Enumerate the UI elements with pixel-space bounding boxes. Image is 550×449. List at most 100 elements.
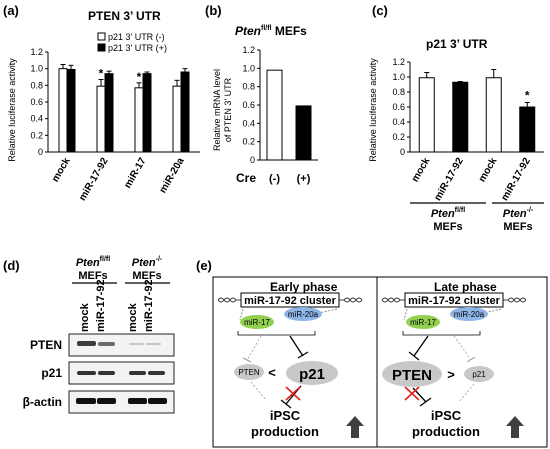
- early-pten-node: [234, 364, 264, 380]
- early-block-ipsc-bar: [280, 399, 292, 409]
- blot-lane-2: miR-17-92: [95, 279, 107, 332]
- chart-b-bar: [295, 105, 312, 161]
- chart-a-y-tick-label: 0: [38, 147, 43, 157]
- chart-a-bar: [142, 73, 152, 153]
- late-block-ipsc-bar: [419, 397, 432, 407]
- chart-c-group2-label: Pten-/-: [503, 207, 534, 220]
- blot-strip-p21: [68, 361, 175, 385]
- early-p21-node: [286, 361, 338, 385]
- chart-a-y-tick-label: 0.8: [30, 80, 43, 90]
- chart-a-bar: [96, 85, 106, 153]
- late-mir17-bubble: [406, 315, 440, 329]
- chart-c-x-tick-label: miR-17-92: [499, 156, 533, 203]
- panel-a-label: (a): [3, 3, 19, 18]
- chart-a-ylabel: Relative luciferase activity: [7, 58, 17, 162]
- late-ipsc-line2: production: [412, 424, 480, 439]
- chart-b-x-tick-label: (+): [297, 173, 311, 185]
- late-weak-inhibit-p21: [453, 335, 472, 361]
- chart-a-y-tick-label: 1.2: [30, 47, 43, 57]
- panel-d-label: (d): [3, 258, 20, 273]
- chart-b-plot: 0 0.2 0.4 0.6 0.8 1.0 1.2 (-) (+): [242, 45, 318, 185]
- chart-c-x-tick-label: mock: [477, 156, 500, 185]
- panel-e-label: (e): [196, 258, 212, 273]
- early-dna-strand: [217, 297, 363, 303]
- chart-a-bar: [66, 69, 76, 153]
- late-cluster-box: [404, 292, 504, 308]
- chart-c-group1-suffix: MEFs: [433, 221, 462, 233]
- blot-lane-3: mock: [127, 302, 139, 332]
- blot-lane-4: miR-17-92: [143, 279, 155, 332]
- chart-a-x-tick-label: miR-17-92: [77, 156, 111, 203]
- blot-group1-label: Ptenfl/fl: [76, 256, 110, 269]
- chart-a-plot: 0 0.2 0.4 0.6 0.8 1.0 1.2 mock miR-17-92 miR-17 mi…: [30, 47, 200, 203]
- early-mir17-label: miR-17: [244, 318, 270, 327]
- blot-group1-suffix: MEFs: [78, 270, 107, 282]
- chart-c-y-tick-label: 1.0: [392, 72, 405, 82]
- late-p21-node: [464, 366, 494, 382]
- late-p21-label: p21: [472, 370, 486, 379]
- chart-c-ylabel: Relative luciferase activity: [368, 58, 378, 162]
- chart-a-bar: [134, 87, 144, 153]
- early-ipsc-line1: iPSC: [270, 408, 301, 423]
- blot-row-label-pten: PTEN: [30, 338, 62, 352]
- chart-a-title: PTEN 3’ UTR: [88, 9, 161, 23]
- chart-a-bar: [180, 71, 190, 153]
- late-weak-block-ipsc: [458, 383, 475, 403]
- early-weak-inhibit-pten: [246, 335, 262, 361]
- chart-c-bar: [418, 77, 435, 153]
- panel-c-label: (c): [372, 3, 388, 18]
- legend-swatch-filled: [97, 43, 106, 52]
- late-bracket: [402, 331, 481, 336]
- chart-c-y-tick-label: 1.2: [392, 57, 405, 67]
- chart-a-annotation: *: [137, 70, 142, 84]
- early-inhibit-p21-bar: [297, 351, 309, 359]
- chart-b-y-tick-label: 1.0: [242, 63, 255, 73]
- late-up-arrow-icon: [506, 416, 524, 438]
- late-cluster-label: miR-17-92 cluster: [408, 295, 500, 307]
- early-weak-inhibit-pten-bar: [242, 357, 252, 363]
- panel-b-label: (b): [205, 3, 222, 18]
- chart-c-y-tick-label: 0.6: [392, 102, 405, 112]
- chart-b-xaxis-title: Cre: [236, 171, 256, 185]
- chart-c-bar: [452, 81, 469, 153]
- schematic-frame: [212, 276, 548, 448]
- blot-group2-label: Pten-/-: [132, 256, 163, 269]
- early-mir17-bubble: [240, 315, 274, 329]
- chart-c-y-tick-label: 0.8: [392, 87, 405, 97]
- late-greater-than: >: [447, 367, 455, 382]
- chart-a-x-tick-label: miR-20a: [158, 156, 187, 196]
- blot-group2-suffix: MEFs: [132, 270, 161, 282]
- chart-a-bar: [104, 73, 114, 153]
- late-phase-title: Late phase: [434, 280, 497, 294]
- chart-b-ylabel-line2: of PTEN 3’ UTR: [223, 77, 233, 142]
- chart-a-y-tick-label: 0.4: [30, 114, 43, 124]
- chart-b-y-tick-label: 0.8: [242, 82, 255, 92]
- chart-a-x-tick-label: mock: [50, 156, 73, 185]
- late-inhibit-pten: [413, 335, 429, 357]
- chart-b-title: Ptenfl/fl MEFs: [235, 24, 307, 38]
- late-mir17-label: miR-17: [410, 318, 436, 327]
- chart-b-y-tick-label: 1.2: [242, 45, 255, 55]
- blot-lane-1: mock: [79, 302, 91, 332]
- late-ipsc-line1: iPSC: [431, 408, 462, 423]
- early-inhibit-p21: [289, 335, 304, 357]
- early-cluster-box: [240, 292, 340, 308]
- legend-entry-filled: p21 3’ UTR (+): [108, 43, 167, 53]
- chart-b-y-tick-label: 0.4: [242, 118, 255, 128]
- chart-a-bar: [58, 68, 68, 153]
- chart-b-ylabel-line1: Relative mRNA level: [212, 69, 222, 151]
- chart-c-group2-suffix: MEFs: [503, 221, 532, 233]
- blot-strip-pten: [68, 333, 175, 357]
- late-dna-strand: [381, 297, 527, 303]
- chart-a-y-tick-label: 1.0: [30, 64, 43, 74]
- chart-c-bar: [485, 77, 502, 153]
- late-pten-label: PTEN: [392, 367, 432, 384]
- blot-row-label-p21: p21: [41, 366, 62, 380]
- chart-a-y-tick-label: 0.2: [30, 130, 43, 140]
- chart-c-y-tick-label: 0.2: [392, 132, 405, 142]
- early-cluster-guide-right: [313, 308, 338, 315]
- chart-c-title: p21 3’ UTR: [426, 37, 488, 51]
- chart-a-bar: [172, 85, 182, 153]
